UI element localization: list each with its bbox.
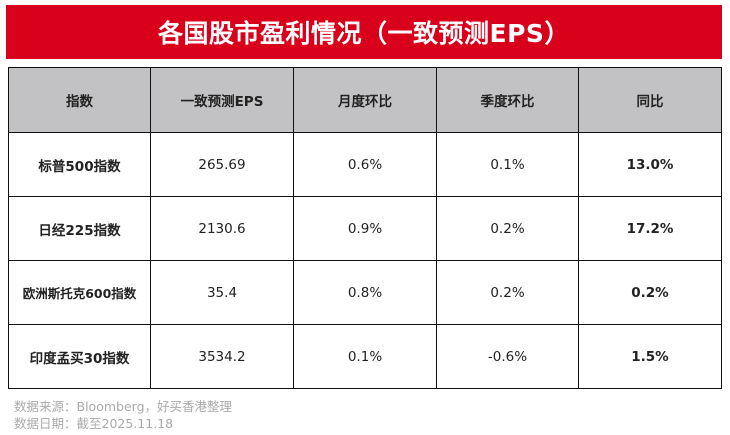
qoq-cell: 0.1% [436, 132, 579, 197]
table-row: 标普500指数 265.69 0.6% 0.1% 13.0% [8, 132, 722, 197]
table-row: 日经225指数 2130.6 0.9% 0.2% 17.2% [8, 196, 722, 261]
eps-cell: 265.69 [150, 132, 294, 197]
page-title: 各国股市盈利情况（一致预测EPS） [158, 19, 570, 48]
eps-cell: 3534.2 [150, 324, 294, 389]
qoq-cell: 0.2% [436, 260, 579, 325]
qoq-cell: -0.6% [436, 324, 579, 389]
table-row: 印度孟买30指数 3534.2 0.1% -0.6% 1.5% [8, 324, 722, 389]
index-name-cell: 欧洲斯托克600指数 [8, 260, 151, 325]
eps-table: 指数 一致预测EPS 月度环比 季度环比 同比 标普500指数 265.69 0… [8, 67, 722, 389]
data-date-note: 数据日期：截至2025.11.18 [14, 416, 174, 431]
eps-cell: 35.4 [150, 260, 294, 325]
column-header-yoy: 同比 [578, 67, 722, 133]
index-name-cell: 标普500指数 [8, 132, 151, 197]
table-header-row: 指数 一致预测EPS 月度环比 季度环比 同比 [8, 67, 722, 133]
mom-cell: 0.9% [293, 196, 437, 261]
footer-notes: 数据来源：Bloomberg，好买香港整理 数据日期：截至2025.11.18 [14, 398, 232, 432]
qoq-cell: 0.2% [436, 196, 579, 261]
column-header-qoq: 季度环比 [436, 67, 579, 133]
index-name-cell: 印度孟买30指数 [8, 324, 151, 389]
data-source-note: 数据来源：Bloomberg，好买香港整理 [14, 399, 232, 414]
eps-cell: 2130.6 [150, 196, 294, 261]
column-header-eps: 一致预测EPS [150, 67, 294, 133]
column-header-mom: 月度环比 [293, 67, 437, 133]
index-name-cell: 日经225指数 [8, 196, 151, 261]
title-banner: 各国股市盈利情况（一致预测EPS） [6, 5, 722, 59]
yoy-cell: 17.2% [578, 196, 722, 261]
yoy-cell: 0.2% [578, 260, 722, 325]
column-header-index: 指数 [8, 67, 151, 133]
mom-cell: 0.1% [293, 324, 437, 389]
mom-cell: 0.8% [293, 260, 437, 325]
mom-cell: 0.6% [293, 132, 437, 197]
yoy-cell: 13.0% [578, 132, 722, 197]
yoy-cell: 1.5% [578, 324, 722, 389]
table-row: 欧洲斯托克600指数 35.4 0.8% 0.2% 0.2% [8, 260, 722, 325]
